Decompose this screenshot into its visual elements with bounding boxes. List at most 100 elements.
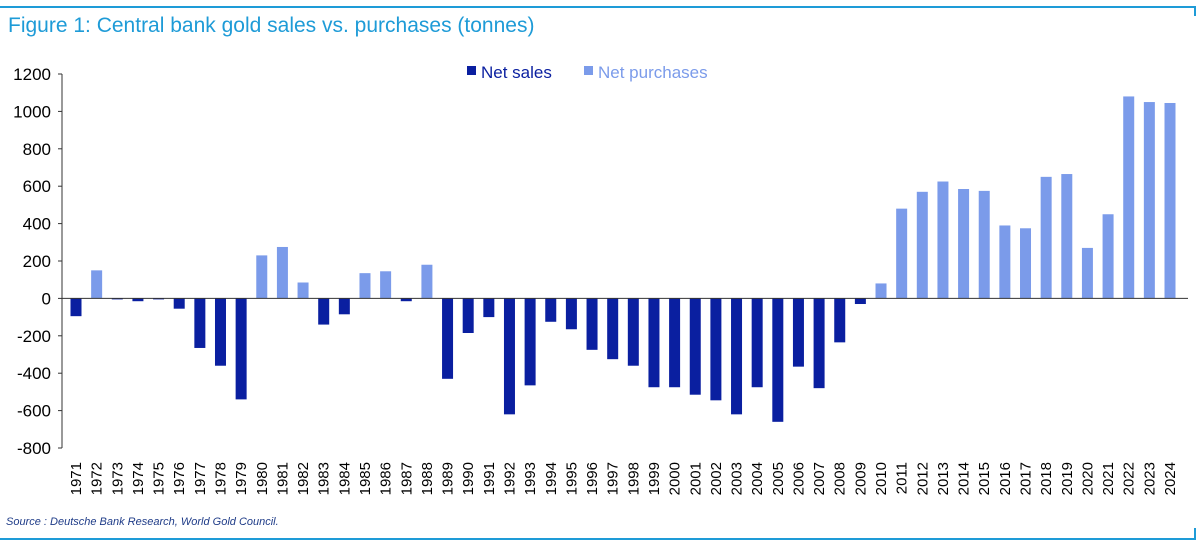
x-tick-label: 2012 bbox=[914, 462, 931, 495]
x-tick-label: 1982 bbox=[295, 462, 312, 495]
bar-net-purchases-1985 bbox=[359, 273, 371, 299]
x-tick-label: 1980 bbox=[254, 462, 271, 495]
x-tick-label: 2023 bbox=[1141, 462, 1158, 495]
bar-net-sales-1997 bbox=[607, 298, 619, 360]
y-tick-label: -800 bbox=[17, 439, 51, 458]
x-tick-label: 2010 bbox=[873, 462, 890, 495]
x-axis: 1971 1972 1973 1974 1975 1976 1977 1978 1979 1980… bbox=[62, 297, 1188, 495]
x-tick-label: 1972 bbox=[89, 462, 106, 495]
legend: Net sales Net purchases bbox=[467, 63, 708, 82]
x-tick-label: 1999 bbox=[646, 462, 663, 495]
legend-label-net-purchases: Net purchases bbox=[598, 63, 708, 82]
legend-swatch-net-sales bbox=[467, 66, 476, 75]
x-tick-label: 1984 bbox=[336, 462, 353, 495]
x-tick-label: 2021 bbox=[1100, 462, 1117, 495]
bar-net-purchases-1986 bbox=[380, 271, 392, 299]
x-tick-label: 1979 bbox=[233, 462, 250, 495]
bar-net-sales-2000 bbox=[669, 298, 681, 388]
bar-net-purchases-1980 bbox=[256, 255, 268, 299]
x-tick-label: 1977 bbox=[192, 462, 209, 495]
x-tick-label: 2020 bbox=[1079, 462, 1096, 495]
bar-net-sales-2008 bbox=[834, 298, 846, 343]
x-tick-label: 2011 bbox=[894, 462, 911, 494]
x-tick-label: 2019 bbox=[1059, 462, 1076, 495]
x-tick-label: 1992 bbox=[501, 462, 518, 495]
bar-net-sales-1974 bbox=[132, 298, 144, 302]
bar-net-purchases-2020 bbox=[1081, 247, 1093, 299]
bar-net-sales-1983 bbox=[318, 298, 330, 325]
bar-net-purchases-2015 bbox=[978, 190, 990, 299]
bar-net-purchases-2021 bbox=[1102, 214, 1114, 299]
x-tick-label: 2013 bbox=[935, 462, 952, 495]
bar-net-purchases-2017 bbox=[1020, 228, 1032, 299]
bar-net-sales-1998 bbox=[627, 298, 639, 366]
x-tick-label: 1993 bbox=[522, 462, 539, 495]
bar-net-purchases-1972 bbox=[91, 270, 103, 299]
frame-top-tick bbox=[1194, 6, 1196, 16]
x-tick-label: 1989 bbox=[440, 462, 457, 495]
x-tick-label: 1990 bbox=[460, 462, 477, 495]
bar-net-sales-1992 bbox=[503, 298, 515, 415]
x-tick-label: 2000 bbox=[667, 462, 684, 495]
x-tick-label: 2017 bbox=[1018, 462, 1035, 495]
bar-net-sales-1984 bbox=[338, 298, 350, 315]
x-tick-label: 2002 bbox=[708, 462, 725, 495]
x-tick-label: 1987 bbox=[398, 462, 415, 495]
bar-net-sales-2004 bbox=[751, 298, 763, 388]
x-tick-label: 2024 bbox=[1162, 462, 1179, 495]
bar-net-sales-1989 bbox=[442, 298, 454, 379]
figure-title: Figure 1: Central bank gold sales vs. pu… bbox=[8, 14, 535, 37]
bar-net-sales-2003 bbox=[731, 298, 743, 415]
bar-net-purchases-2013 bbox=[937, 181, 949, 299]
bar-net-sales-1994 bbox=[545, 298, 557, 322]
x-tick-label: 2001 bbox=[687, 462, 704, 495]
x-tick-label: 2016 bbox=[997, 462, 1014, 495]
bar-net-sales-2001 bbox=[689, 298, 701, 395]
bar-net-purchases-2024 bbox=[1164, 102, 1176, 299]
y-tick-label: 1000 bbox=[13, 102, 51, 121]
x-tick-label: 1971 bbox=[68, 462, 85, 495]
x-tick-label: 1986 bbox=[378, 462, 395, 495]
bar-net-sales-1999 bbox=[648, 298, 660, 388]
x-tick-label: 2018 bbox=[1038, 462, 1055, 495]
bar-net-sales-1976 bbox=[173, 298, 185, 309]
frame-bottom-rule bbox=[0, 538, 1196, 540]
x-tick-label: 1997 bbox=[605, 462, 622, 495]
x-tick-label: 1994 bbox=[543, 462, 560, 495]
bar-net-purchases-2012 bbox=[916, 191, 928, 299]
bar-net-purchases-2022 bbox=[1123, 96, 1135, 299]
frame-top-rule bbox=[0, 6, 1196, 8]
x-tick-label: 1978 bbox=[212, 462, 229, 495]
bar-net-sales-1995 bbox=[565, 298, 577, 330]
y-axis: 1200 1000 800 600 400 200 0 -200 -400 -600 -800 bbox=[13, 65, 63, 458]
x-tick-label: 1981 bbox=[274, 462, 291, 495]
bar-net-sales-2007 bbox=[813, 298, 825, 389]
bar-net-sales-2005 bbox=[772, 298, 784, 422]
x-tick-label: 1996 bbox=[584, 462, 601, 495]
bar-net-purchases-1982 bbox=[297, 282, 309, 299]
y-tick-label: 800 bbox=[23, 140, 51, 159]
bar-net-purchases-2018 bbox=[1040, 176, 1052, 299]
source-note: Source : Deutsche Bank Research, World G… bbox=[6, 516, 279, 528]
x-tick-label: 2003 bbox=[729, 462, 746, 495]
bar-net-purchases-1981 bbox=[276, 246, 288, 299]
bar-net-purchases-2023 bbox=[1143, 102, 1155, 299]
bar-net-purchases-2010 bbox=[875, 283, 887, 299]
bar-net-purchases-2019 bbox=[1061, 174, 1073, 299]
x-tick-label: 1985 bbox=[357, 462, 374, 495]
x-tick-label: 2006 bbox=[790, 462, 807, 495]
frame-bottom-tick bbox=[1194, 528, 1196, 538]
y-tick-label: 0 bbox=[42, 289, 51, 308]
x-tick-label: 1975 bbox=[151, 462, 168, 495]
x-tick-label: 2004 bbox=[749, 462, 766, 495]
bar-net-purchases-2011 bbox=[896, 208, 908, 299]
x-tick-label: 1983 bbox=[316, 462, 333, 495]
x-tick-label: 1976 bbox=[171, 462, 188, 495]
bar-net-sales-1977 bbox=[194, 298, 206, 348]
y-tick-label: -200 bbox=[17, 327, 51, 346]
y-tick-label: -400 bbox=[17, 364, 51, 383]
x-tick-label: 2007 bbox=[811, 462, 828, 495]
bar-net-sales-2002 bbox=[710, 298, 722, 401]
x-tick-label: 2022 bbox=[1121, 462, 1138, 495]
